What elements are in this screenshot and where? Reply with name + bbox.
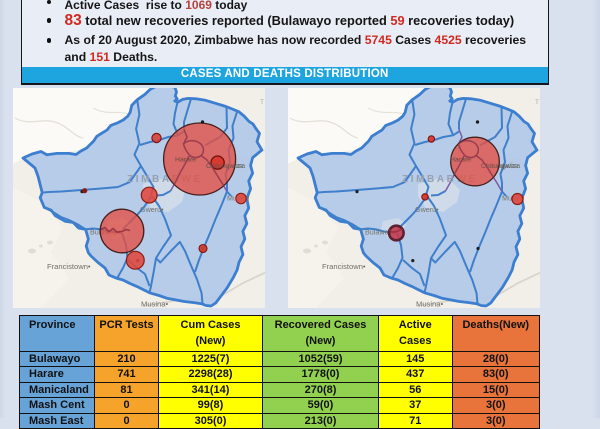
svg-text:Chitungwiza: Chitungwiza: [481, 163, 518, 170]
svg-text:Harare: Harare: [175, 157, 196, 164]
svg-text:Chitungwiza: Chitungwiza: [206, 163, 243, 170]
svg-text:Harare: Harare: [450, 157, 471, 164]
